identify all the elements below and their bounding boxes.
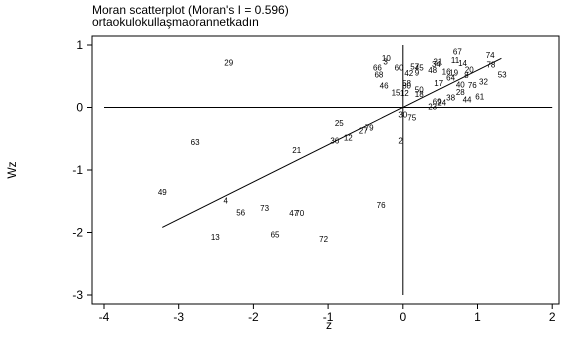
- point-label: 63: [191, 138, 200, 147]
- y-tick-label: -2: [72, 226, 83, 240]
- point-label: 12: [344, 134, 353, 143]
- point-label: 18: [415, 90, 424, 99]
- point-label: 11: [451, 56, 460, 65]
- regression-line: [162, 57, 502, 228]
- point-label: 79: [365, 124, 374, 133]
- point-label: 45: [415, 64, 424, 73]
- point-label: 75: [407, 114, 416, 123]
- point-label: 56: [236, 209, 245, 218]
- point-label: 38: [446, 94, 455, 103]
- point-label: 50: [415, 85, 424, 94]
- point-label: 20: [465, 65, 474, 74]
- point-label: 70: [295, 209, 304, 218]
- point-label: 14: [458, 59, 467, 68]
- x-tick-label: -1: [323, 310, 334, 324]
- point-label: 25: [335, 119, 344, 128]
- point-label: 8: [464, 71, 469, 80]
- point-label: 42: [404, 69, 413, 78]
- point-label: 4: [224, 197, 229, 206]
- point-label: 15: [392, 89, 401, 98]
- point-label: 72: [319, 235, 328, 244]
- point-label: 76: [377, 201, 386, 210]
- y-tick-label: -1: [72, 163, 83, 177]
- x-tick-label: 0: [399, 310, 406, 324]
- y-tick-label: 0: [76, 101, 83, 115]
- chart-subtitle: ortaokulokullaşmaorannetkadın: [92, 15, 259, 29]
- point-label: 57: [410, 62, 419, 71]
- point-label: 60: [395, 64, 404, 73]
- chart-title: Moran scatterplot (Moran's I = 0.596): [92, 3, 289, 17]
- point-label: 44: [463, 95, 472, 104]
- x-tick-label: -4: [99, 310, 110, 324]
- point-label: 27: [359, 127, 368, 136]
- point-label: 19: [449, 69, 458, 78]
- point-label: 64: [446, 74, 455, 83]
- point-label: 48: [428, 66, 437, 75]
- x-tick-label: 2: [549, 310, 556, 324]
- reference-lines: [104, 45, 553, 295]
- x-tick-label: -2: [248, 310, 259, 324]
- y-axis-title: Wz: [5, 161, 19, 178]
- point-label: 12: [400, 89, 409, 98]
- point-label: 30: [398, 110, 407, 119]
- point-label: 67: [453, 47, 462, 56]
- point-label: 34: [432, 60, 441, 69]
- point-label: 40: [456, 80, 465, 89]
- point-label: 13: [211, 233, 220, 242]
- point-label: 68: [374, 70, 383, 79]
- point-label: 58: [402, 79, 411, 88]
- point-label: 49: [158, 188, 167, 197]
- point-label: 65: [271, 230, 280, 239]
- point-label: 74: [486, 51, 495, 60]
- axes-layer: -4 -3 -2 -1 0 1 2-3-2-101: [72, 38, 556, 324]
- point-label: 24: [437, 99, 446, 108]
- point-label: 73: [260, 204, 269, 213]
- point-label: 66: [373, 64, 382, 73]
- point-label: 10: [382, 54, 391, 63]
- point-label: 36: [330, 137, 339, 146]
- point-label: 32: [479, 77, 488, 86]
- point-label: 47: [289, 209, 298, 218]
- point-label: 61: [475, 92, 484, 101]
- x-tick-label: -3: [173, 310, 184, 324]
- y-tick-label: 1: [76, 38, 83, 52]
- point-label: 69: [433, 97, 442, 106]
- x-tick-label: 1: [474, 310, 481, 324]
- point-label: 16: [442, 67, 451, 76]
- point-label: 21: [292, 146, 301, 155]
- point-label: 78: [486, 60, 495, 69]
- point-label: 17: [434, 79, 443, 88]
- y-tick-label: -3: [72, 288, 83, 302]
- point-label: 9: [415, 69, 420, 78]
- x-axis-title: z: [326, 318, 332, 332]
- point-label: 53: [498, 70, 507, 79]
- point-label: 23: [428, 102, 437, 111]
- point-label: 46: [380, 82, 389, 91]
- point-label: 31: [433, 57, 442, 66]
- point-label: 28: [456, 88, 465, 97]
- point-label: 76: [468, 81, 477, 90]
- point-label: 29: [224, 59, 233, 68]
- point-label: 2: [398, 137, 403, 146]
- point-label: 3: [383, 57, 388, 66]
- point-label: 80: [402, 82, 411, 91]
